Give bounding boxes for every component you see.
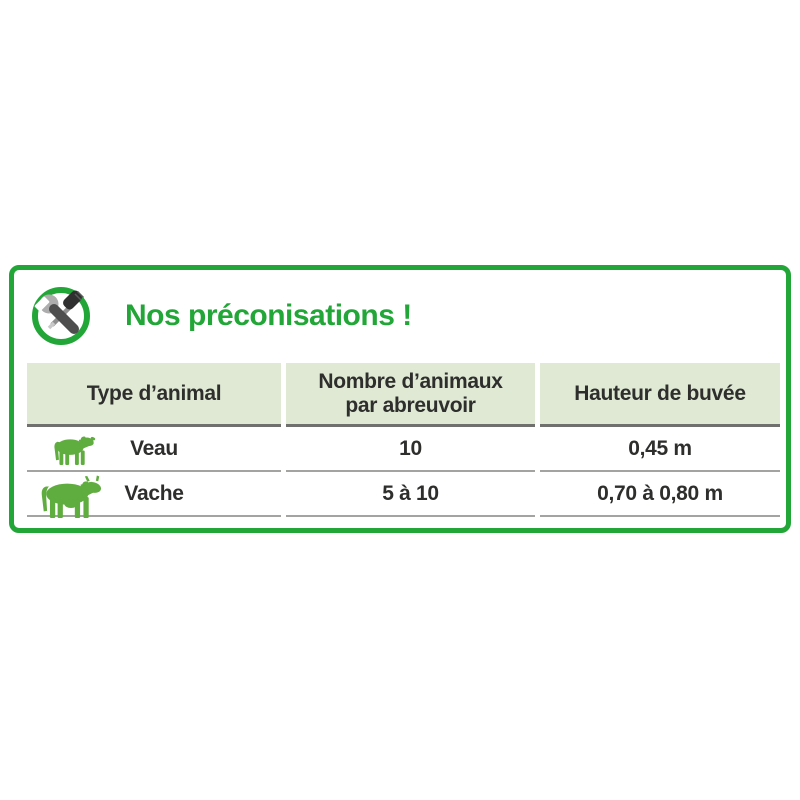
drinking-height-value: 0,70 à 0,80 m [597,481,723,505]
table-row-vache-height: 0,70 à 0,80 m [540,472,780,517]
column-header-animals-per-trough: Nombre d’animaux par abreuvoir [286,363,535,427]
table-row-vache-count: 5 à 10 [286,472,535,517]
recommendations-panel: Nos préconisations ! Type d’animal Nombr… [9,265,791,533]
drinking-height-value: 0,45 m [628,436,692,460]
panel-header: Nos préconisations ! [29,284,412,348]
recommendations-table: Type d’animal Nombre d’animaux par abreu… [27,363,780,519]
column-header-animal-type: Type d’animal [27,363,281,427]
animal-type-label: Veau [130,436,178,460]
calf-icon [51,434,97,467]
table-row-veau-type: Veau [27,427,281,472]
panel-title: Nos préconisations ! [125,299,412,332]
tools-icon [29,284,93,348]
animals-per-trough-value: 10 [399,436,422,460]
animals-per-trough-value: 5 à 10 [382,481,439,505]
cow-icon [37,475,105,519]
table-row-veau-height: 0,45 m [540,427,780,472]
column-header-drinking-height: Hauteur de buvée [540,363,780,427]
animal-type-label: Vache [124,481,184,505]
table-row-veau-count: 10 [286,427,535,472]
table-row-vache-type: Vache [27,472,281,519]
